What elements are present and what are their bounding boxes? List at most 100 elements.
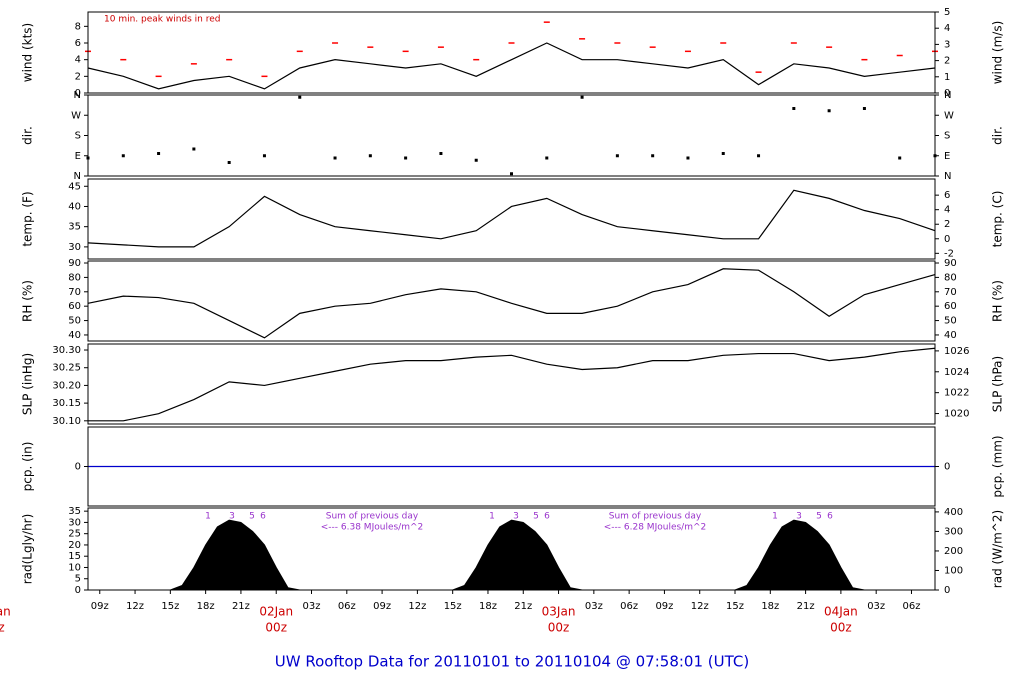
y-tick-label: 30 [68, 517, 81, 528]
hour-mark: 6 [827, 512, 833, 522]
y-tick-label: 60 [68, 301, 81, 312]
point [439, 152, 443, 155]
y2-tick-label: 1020 [944, 409, 969, 420]
panel-frame [87, 11, 936, 94]
x-tick-label: 00z [0, 621, 5, 635]
point [262, 154, 266, 158]
y2-axis-label: SLP (hPa) [991, 356, 1005, 412]
y-axis-label: dir. [21, 126, 35, 145]
x-tick-label: 06z [902, 601, 920, 612]
y2-axis-label: wind (m/s) [991, 21, 1005, 85]
y-axis-label: SLP (inHg) [21, 353, 35, 415]
y2-tick-label: W [944, 110, 954, 121]
y-tick-label: W [71, 110, 81, 121]
y-tick-label: 30 [68, 242, 81, 253]
x-tick-label: 21z [797, 601, 815, 612]
panel-frame [87, 426, 936, 507]
y-tick-label: 90 [68, 258, 81, 269]
y-tick-label: 20 [68, 540, 81, 551]
y-tick-label: 80 [68, 272, 81, 283]
x-tick-label: 09z [373, 601, 391, 612]
y-tick-label: 30.20 [52, 380, 81, 391]
hour-mark: 1 [205, 512, 211, 522]
point [474, 158, 478, 162]
series-line [87, 268, 936, 339]
hour-mark: 3 [513, 512, 519, 522]
point [121, 154, 125, 158]
x-tick-label: 15z [726, 601, 744, 612]
y-axis-label: pcp. (in) [21, 442, 35, 492]
y-tick-label: 0 [75, 462, 81, 473]
point [227, 161, 231, 164]
y-axis-label: rad(Lgly/hr) [21, 514, 35, 585]
y-tick-label: 15 [68, 551, 81, 562]
x-tick-label: 03z [867, 601, 885, 612]
y2-tick-label: 90 [944, 258, 957, 269]
y2-tick-label: E [944, 151, 950, 162]
annotation: Sum of previous day [609, 512, 702, 522]
x-tick-label: 00z [265, 621, 287, 635]
y-tick-label: 35 [68, 506, 81, 517]
series-line [87, 42, 936, 90]
point [157, 152, 161, 155]
y-tick-label: 0 [75, 585, 81, 596]
panel-frame [87, 94, 936, 177]
y-axis-label: temp. (F) [21, 191, 35, 246]
y2-tick-label: 50 [944, 316, 957, 327]
panel-frame [87, 507, 936, 591]
point [368, 154, 372, 158]
point [404, 156, 408, 160]
y-tick-label: 8 [75, 21, 81, 32]
y2-tick-label: 40 [944, 330, 957, 341]
series-line [87, 189, 936, 248]
y2-tick-label: S [944, 131, 950, 142]
y2-tick-label: 200 [944, 546, 963, 557]
point [333, 156, 337, 160]
y2-tick-label: 5 [944, 7, 950, 18]
hour-mark: 5 [249, 512, 255, 522]
annotation: <--- 6.38 MJoules/m^2 [321, 523, 423, 533]
y2-tick-label: 1 [944, 72, 950, 83]
annotation: 10 min. peak winds in red [104, 15, 221, 25]
x-tick-label: 18z [761, 601, 779, 612]
y2-tick-label: 100 [944, 565, 963, 576]
panel-frame [87, 343, 936, 425]
y-tick-label: 25 [68, 529, 81, 540]
hour-mark: 6 [260, 512, 266, 522]
y-tick-label: 30.10 [52, 416, 81, 427]
y2-tick-label: 1022 [944, 388, 969, 399]
x-tick-label: 15z [161, 601, 179, 612]
point [898, 156, 902, 160]
point [757, 154, 761, 158]
x-tick-label: 03Jan [542, 605, 576, 619]
point [545, 156, 549, 160]
point [192, 147, 196, 151]
x-tick-label: 21z [232, 601, 250, 612]
hour-mark: 1 [489, 512, 495, 522]
y-tick-label: 40 [68, 201, 81, 212]
y2-tick-label: 6 [944, 190, 950, 201]
x-tick-label: 03z [303, 601, 321, 612]
hour-mark: 1 [772, 512, 778, 522]
y2-tick-label: 1024 [944, 367, 969, 378]
point [827, 109, 831, 113]
y2-axis-label: RH (%) [991, 280, 1005, 322]
chart-title: UW Rooftop Data for 20110101 to 20110104… [275, 653, 749, 671]
y-tick-label: 10 [68, 562, 81, 573]
point [721, 152, 725, 155]
point [580, 95, 584, 99]
y2-tick-label: 1026 [944, 346, 969, 357]
annotation: Sum of previous day [326, 512, 419, 522]
x-tick-label: 04Jan [824, 605, 858, 619]
y-tick-label: 4 [75, 55, 81, 66]
x-tick-label: 00z [548, 621, 570, 635]
x-tick-label: 21z [514, 601, 532, 612]
y2-tick-label: 4 [944, 23, 950, 34]
point [615, 154, 619, 158]
y2-axis-label: temp. (C) [991, 191, 1005, 248]
x-tick-label: 12z [408, 601, 426, 612]
y2-tick-label: N [944, 90, 951, 101]
hour-mark: 5 [533, 512, 539, 522]
x-tick-label: 06z [338, 601, 356, 612]
